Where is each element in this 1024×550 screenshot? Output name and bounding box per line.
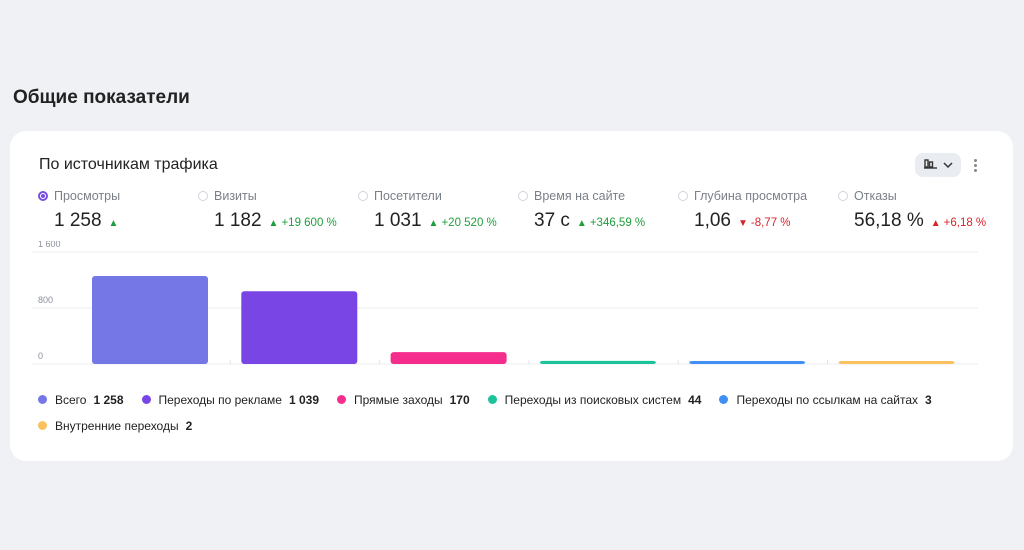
metric-radio[interactable] [678, 191, 688, 201]
traffic-bar-chart: 0 800 1 600 [32, 241, 978, 365]
legend-dot [38, 421, 47, 430]
traffic-sources-card: По источникам трафика Просмотры 1 258 ▲ Виз… [10, 131, 1013, 461]
legend-label: Внутренние переходы [55, 418, 179, 433]
legend-value: 2 [185, 418, 193, 433]
metric-change: ▲ [109, 217, 122, 229]
metric-change: ▲ +346,59 % [577, 217, 645, 229]
legend-item[interactable]: Переходы из поисковых систем 44 [487, 391, 702, 408]
legend-dot [719, 395, 729, 404]
legend-dot [38, 395, 47, 404]
arrow-up-icon: ▲ [576, 218, 587, 229]
bar-6[interactable] [838, 361, 955, 364]
metric-change: ▲ +20 520 % [429, 217, 497, 229]
metric-6[interactable]: Отказы 56,18 % ▲ +6,18 % [838, 188, 986, 236]
legend-dot [487, 395, 497, 404]
metric-4[interactable]: Время на сайте 37 с ▲ +346,59 % [518, 188, 645, 236]
arrow-up-icon: ▲ [428, 218, 439, 229]
bar-4[interactable] [539, 360, 656, 364]
chart-type-button[interactable] [915, 153, 961, 177]
chart-legend: Всего 1 258 Переходы по рекламе 1 039 Прямые… [38, 391, 988, 434]
metric-value: 1 258 [54, 210, 102, 231]
y-tick-label: 800 [38, 295, 53, 305]
legend-value: 170 [449, 392, 470, 407]
bar-2[interactable] [241, 291, 358, 364]
metric-2[interactable]: Визиты 1 182 ▲ +19 600 % [198, 188, 337, 236]
metric-label: Время на сайте [534, 189, 626, 203]
metric-change: ▲ +6,18 % [931, 217, 986, 229]
card-title: По источникам трафика [39, 156, 218, 173]
metric-value: 37 с [534, 210, 570, 231]
chevron-down-icon [942, 156, 953, 174]
legend-item[interactable]: Переходы по рекламе 1 039 [141, 391, 319, 408]
legend-value: 1 258 [93, 392, 124, 407]
metric-label: Глубина просмотра [694, 189, 808, 203]
metric-5[interactable]: Глубина просмотра 1,06 ▼ -8,77 % [678, 188, 807, 236]
legend-dot [337, 395, 346, 404]
metric-label: Просмотры [54, 189, 121, 203]
metric-label: Посетители [374, 189, 442, 203]
arrow-up-icon: ▲ [930, 218, 941, 229]
legend-value: 3 [925, 392, 932, 407]
page-section-title: Общие показатели [13, 87, 190, 108]
metric-value: 56,18 % [854, 210, 924, 231]
metric-change: ▲ +19 600 % [269, 217, 337, 229]
bar-5[interactable] [689, 361, 806, 364]
metric-change: ▼ -8,77 % [738, 217, 791, 229]
metric-radio[interactable] [518, 191, 528, 201]
arrow-up-icon: ▲ [108, 218, 119, 229]
metric-value: 1 182 [214, 210, 262, 231]
metric-radio[interactable] [358, 191, 368, 201]
legend-label: Переходы из поисковых систем [504, 392, 682, 407]
legend-item[interactable]: Прямые заходы 170 [337, 391, 470, 408]
y-tick-label: 1 600 [38, 241, 61, 249]
metric-label: Отказы [854, 189, 897, 203]
legend-label: Прямые заходы [354, 392, 443, 407]
metric-value: 1 031 [374, 210, 422, 231]
metric-change-value: +346,59 % [589, 217, 646, 229]
legend-value: 44 [688, 392, 702, 407]
bar-3[interactable] [390, 352, 507, 364]
legend-label: Переходы по ссылкам на сайтах [736, 392, 919, 407]
metric-radio[interactable] [38, 191, 48, 201]
legend-value: 1 039 [288, 392, 319, 407]
metric-change-value: +20 520 % [441, 217, 497, 229]
arrow-down-icon: ▼ [737, 218, 748, 229]
metric-3[interactable]: Посетители 1 031 ▲ +20 520 % [358, 188, 497, 236]
bar-1[interactable] [92, 275, 208, 364]
bar-chart-icon [923, 156, 937, 174]
metric-change-value: +19 600 % [281, 217, 337, 229]
metric-radio[interactable] [838, 191, 848, 201]
legend-item[interactable]: Переходы по ссылкам на сайтах 3 [719, 391, 932, 408]
metric-1[interactable]: Просмотры 1 258 ▲ [38, 188, 121, 236]
more-options-button[interactable] [967, 155, 983, 175]
legend-item[interactable]: Всего 1 258 [38, 391, 124, 408]
metric-value: 1,06 [694, 210, 731, 231]
metric-label: Визиты [214, 189, 257, 203]
legend-item[interactable]: Внутренние переходы 2 [38, 417, 192, 434]
metric-change-value: -8,77 % [750, 217, 791, 229]
arrow-up-icon: ▲ [268, 218, 279, 229]
legend-label: Всего [55, 392, 87, 407]
legend-label: Переходы по рекламе [158, 392, 282, 407]
metric-change-value: +6,18 % [943, 217, 987, 229]
legend-dot [141, 395, 151, 404]
y-tick-label: 0 [38, 351, 43, 361]
metric-radio[interactable] [198, 191, 208, 201]
